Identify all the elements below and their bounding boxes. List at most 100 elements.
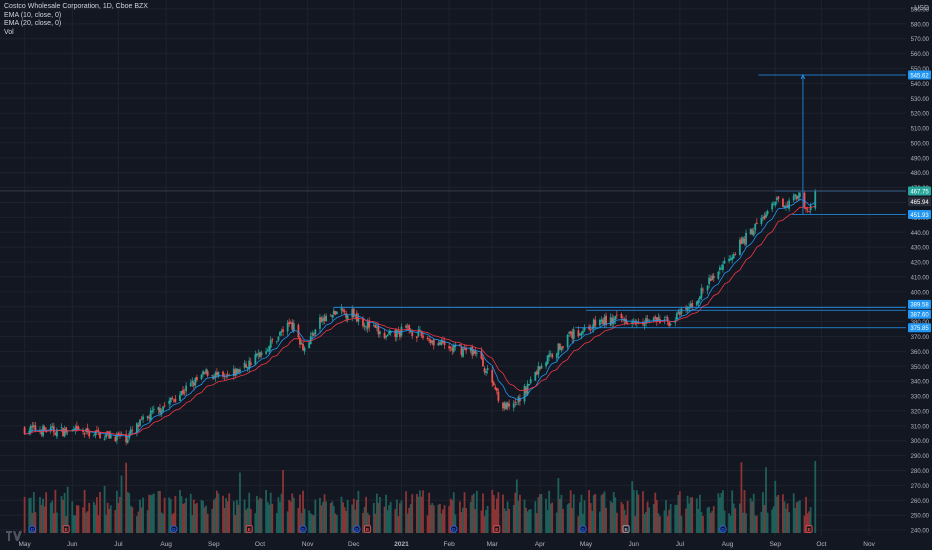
candle-body [151,410,154,413]
volume-bar [222,495,224,533]
ema10-line[interactable] [24,198,816,438]
volume-legend[interactable]: Vol [4,28,14,36]
earnings-marker-icon[interactable] [245,525,253,533]
volume-bar [782,494,784,533]
candle-body [152,408,155,410]
volume-bar [140,507,143,533]
volume-bar [397,516,400,533]
candle-body [109,435,112,439]
candle-body [206,371,209,376]
candle-body [443,341,446,346]
volume-bar [512,505,515,533]
candle-body [728,258,731,262]
candle-body [697,299,700,304]
dividend-marker-icon[interactable] [28,525,36,533]
tradingview-logo-icon[interactable] [6,531,22,541]
candle-body [163,405,166,407]
candle-body [352,308,355,318]
volume-bar [120,475,123,533]
dividend-marker-icon[interactable] [170,525,178,533]
dividend-marker-icon[interactable] [450,525,458,533]
volume-bar [772,506,775,533]
volume-bar [771,509,774,533]
dividend-marker-icon[interactable] [353,525,361,533]
volume-bar [580,494,583,533]
candle-body [375,326,378,328]
dividend-marker-icon[interactable] [299,525,307,533]
ema20-legend[interactable]: EMA (20, close, 0) [4,20,62,27]
volume-bar [642,491,644,533]
volume-bar [269,492,272,533]
volume-bar [405,491,407,533]
dividend-marker-icon[interactable] [719,525,727,533]
candle-body [266,350,269,352]
volume-bar [785,508,787,533]
dividend-marker-icon[interactable] [579,525,587,533]
volume-bar [255,495,258,533]
candle-body [675,313,678,320]
candle-body [472,350,475,354]
volume-bar [99,491,101,533]
candle-body [474,350,477,354]
price-tick-label: 490.00 [911,156,930,162]
candle-body [334,311,337,315]
earnings-marker-icon[interactable] [364,525,372,533]
candle-body [260,352,263,356]
candle-body [331,314,334,318]
candle-body [277,336,280,341]
candle-body [28,430,31,434]
marker-label: D [172,527,176,533]
candle-body [246,367,249,369]
symbol-title[interactable]: Costco Wholesale Corporation, 1D, Cboe B… [4,3,148,10]
candle-body [345,313,347,318]
volume-bar [685,508,687,533]
time-axis[interactable]: May Jun Jul Aug Sep Oct Nov Dec 2021 Feb Mar Apr May… [18,541,875,548]
volume-bar [139,499,141,533]
volume-bar [86,511,89,533]
candle-body [645,318,647,324]
marker-label: E [807,527,811,533]
measure-arrowhead [800,74,806,80]
volume-bar [706,507,709,533]
candle-body [669,324,672,325]
marker-label: E [624,527,628,533]
candle-body [203,372,206,374]
earnings-marker-icon[interactable] [805,525,813,533]
volume-bar [72,515,75,533]
volume-bar [232,501,235,533]
volume-bar [372,502,375,533]
volume-bar [720,492,723,533]
volume-bar [352,498,355,533]
volume-bar [312,515,315,533]
volume-bar [545,498,547,533]
price-tag-label: 375.85 [910,326,929,332]
price-tick-label: 590.00 [911,7,930,13]
volume-bar [695,498,698,533]
candle-body [172,399,175,401]
candle-body [114,436,117,442]
earnings-marker-icon[interactable] [622,525,630,533]
candle-body [426,337,429,340]
volume-bar [125,462,128,533]
price-tick-label: 330.00 [911,395,930,401]
volume-bar [588,489,591,533]
ema20-line[interactable] [24,205,816,436]
volume-bar [637,494,640,533]
volume-bar [106,502,109,533]
candle-body [654,316,657,319]
volume-bar [614,497,617,533]
candle-body [782,198,784,207]
volume-bar [366,512,369,533]
earnings-marker-icon[interactable] [493,525,501,533]
earnings-marker-icon[interactable] [62,525,70,533]
candle-body [798,192,801,197]
ema10-legend[interactable]: EMA (10, close, 0) [4,11,62,19]
volume-bar [45,492,48,533]
horizontal-levels[interactable] [0,74,906,329]
price-tag-label: 451.93 [910,213,929,219]
volume-bar [268,504,271,533]
price-tag-bg [908,299,931,309]
candle-body [51,426,54,428]
